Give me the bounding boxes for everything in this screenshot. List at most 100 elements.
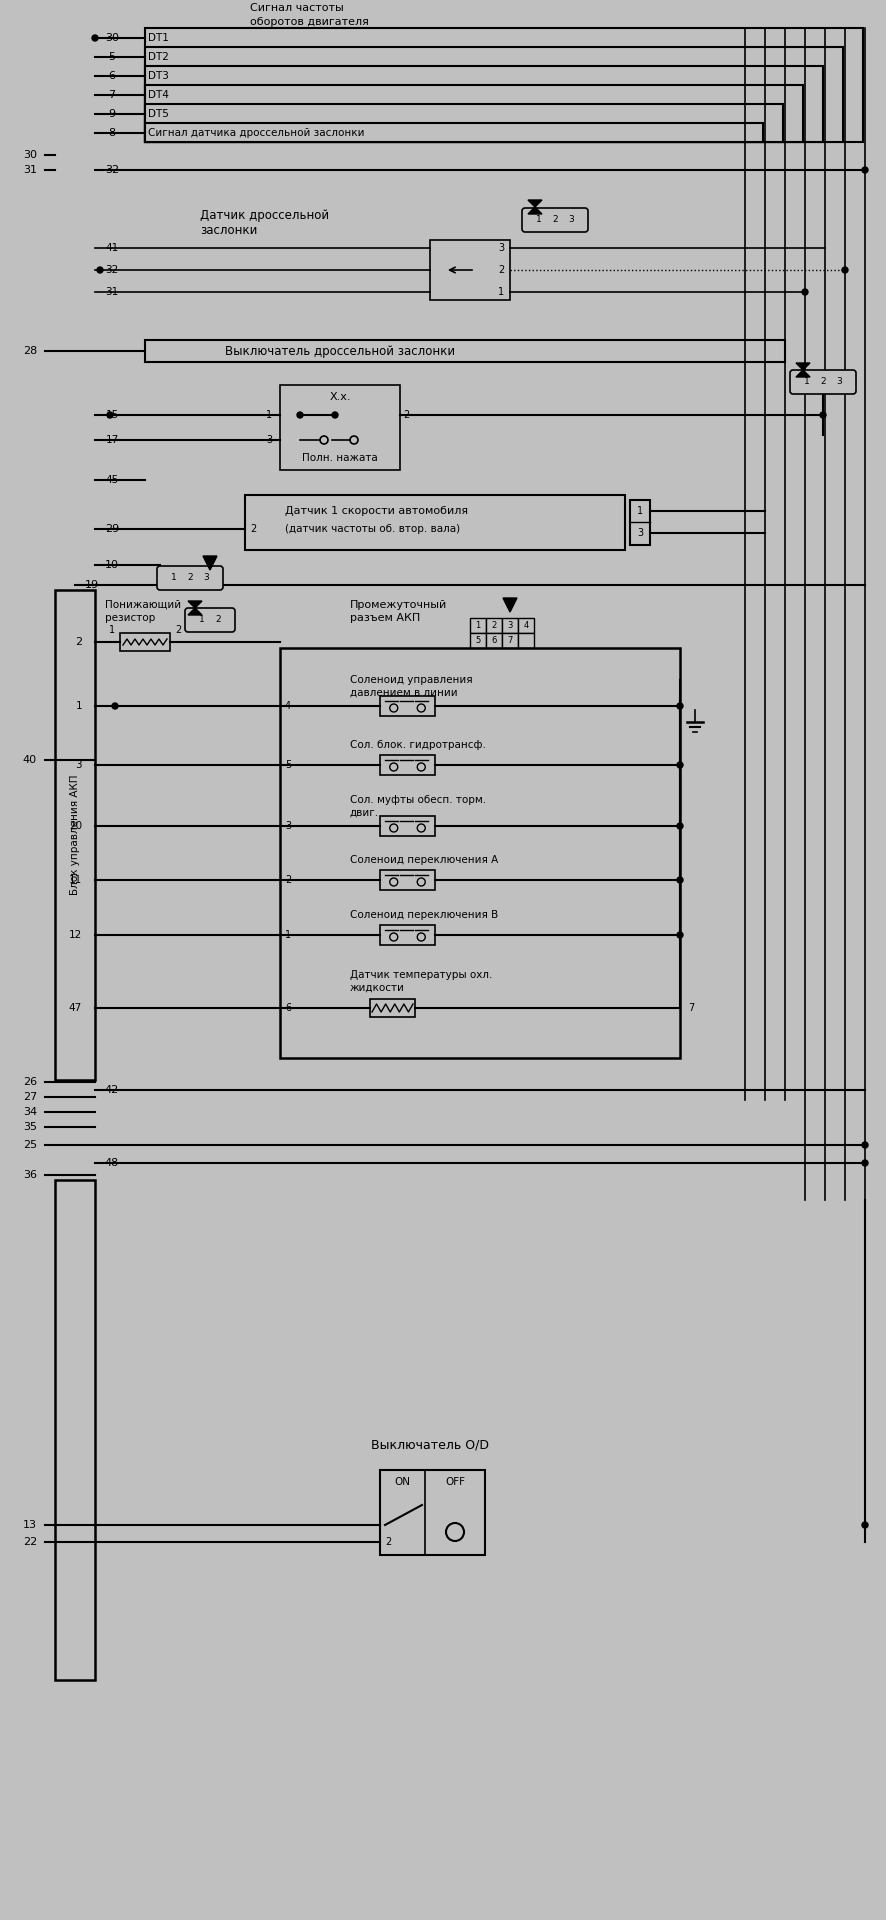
Bar	[369, 998, 415, 1018]
Text: 1: 1	[284, 929, 291, 941]
Circle shape	[676, 703, 682, 708]
Bar	[517, 634, 533, 649]
Text: Выключатель O/D: Выключатель O/D	[370, 1438, 488, 1452]
Circle shape	[801, 290, 807, 296]
Text: 1: 1	[497, 286, 503, 298]
Text: Датчик дроссельной: Датчик дроссельной	[199, 209, 329, 221]
Text: 48: 48	[105, 1158, 119, 1167]
Circle shape	[861, 1523, 867, 1528]
Text: Сигнал датчика дроссельной заслонки: Сигнал датчика дроссельной заслонки	[148, 129, 364, 138]
FancyBboxPatch shape	[522, 207, 587, 232]
Text: 6: 6	[108, 71, 115, 81]
Text: 3: 3	[507, 620, 512, 630]
Circle shape	[92, 35, 97, 40]
Bar	[379, 755, 434, 776]
Text: 42: 42	[105, 1085, 119, 1094]
Bar	[144, 104, 782, 142]
Text: 2: 2	[552, 215, 557, 225]
Text: Выключатель дроссельной заслонки: Выключатель дроссельной заслонки	[225, 344, 455, 357]
Bar	[144, 340, 784, 363]
Bar	[486, 618, 501, 634]
Text: DT5: DT5	[148, 109, 168, 119]
Bar	[245, 495, 625, 549]
Text: 5: 5	[284, 760, 291, 770]
Bar	[501, 618, 517, 634]
Text: 41: 41	[105, 244, 119, 253]
Polygon shape	[795, 363, 809, 376]
Text: 12: 12	[69, 929, 82, 941]
Text: двиг.: двиг.	[350, 808, 378, 818]
Text: 2: 2	[215, 616, 221, 624]
Text: 6: 6	[284, 1002, 291, 1014]
Text: Х.х.: Х.х.	[329, 392, 350, 401]
Text: 2: 2	[74, 637, 82, 647]
Circle shape	[861, 167, 867, 173]
Text: 31: 31	[105, 286, 119, 298]
Text: 8: 8	[108, 129, 115, 138]
Circle shape	[861, 1142, 867, 1148]
Text: давлением в линии: давлением в линии	[350, 687, 457, 699]
Text: DT4: DT4	[148, 90, 168, 100]
Text: 31: 31	[23, 165, 37, 175]
Text: 7: 7	[507, 636, 512, 645]
Text: 32: 32	[105, 165, 119, 175]
Circle shape	[107, 413, 113, 419]
Text: Понижающий: Понижающий	[105, 599, 181, 611]
Text: Сол. блок. гидротрансф.: Сол. блок. гидротрансф.	[350, 739, 486, 751]
Text: 9: 9	[108, 109, 115, 119]
Text: 4: 4	[523, 620, 528, 630]
Text: 2: 2	[187, 574, 192, 582]
Text: 2: 2	[402, 411, 408, 420]
Text: OFF: OFF	[445, 1476, 464, 1486]
Bar	[144, 29, 862, 142]
Bar	[470, 618, 486, 634]
Circle shape	[676, 762, 682, 768]
Text: (датчик частоты об. втор. вала): (датчик частоты об. втор. вала)	[284, 524, 460, 534]
Text: 47: 47	[69, 1002, 82, 1014]
Text: Датчик 1 скорости автомобиля: Датчик 1 скорости автомобиля	[284, 507, 468, 516]
Text: Блок управления АКП: Блок управления АКП	[70, 776, 80, 895]
Text: 32: 32	[105, 265, 119, 275]
Text: Соленоид управления: Соленоид управления	[350, 676, 472, 685]
Circle shape	[676, 877, 682, 883]
Text: 2: 2	[820, 378, 825, 386]
Bar	[379, 1471, 485, 1555]
Text: заслонки: заслонки	[199, 223, 257, 236]
Text: 2: 2	[250, 524, 256, 534]
Bar	[55, 1181, 95, 1680]
Text: 5: 5	[475, 636, 480, 645]
Bar	[55, 589, 95, 1079]
Text: жидкости: жидкости	[350, 983, 404, 993]
Circle shape	[841, 267, 847, 273]
Bar	[517, 618, 533, 634]
FancyBboxPatch shape	[185, 609, 235, 632]
Text: 2: 2	[491, 620, 496, 630]
Bar	[144, 65, 822, 142]
Text: 7: 7	[108, 90, 115, 100]
Text: 7: 7	[688, 1002, 694, 1014]
Text: 3: 3	[497, 244, 503, 253]
Text: 3: 3	[284, 822, 291, 831]
Text: Соленоид переключения А: Соленоид переключения А	[350, 854, 498, 866]
Text: 22: 22	[23, 1538, 37, 1548]
Text: 40: 40	[23, 755, 37, 764]
Text: 2: 2	[175, 626, 181, 636]
Text: резистор: резистор	[105, 612, 155, 622]
Text: 2: 2	[284, 876, 291, 885]
Text: 30: 30	[23, 150, 37, 159]
Text: 5: 5	[108, 52, 115, 61]
Text: 6: 6	[491, 636, 496, 645]
Text: DT1: DT1	[148, 33, 168, 42]
Text: Сол. муфты обесп. торм.: Сол. муфты обесп. торм.	[350, 795, 486, 804]
Text: 27: 27	[23, 1092, 37, 1102]
FancyBboxPatch shape	[157, 566, 222, 589]
Text: 1: 1	[198, 616, 205, 624]
Polygon shape	[188, 601, 202, 614]
Text: 3: 3	[835, 378, 841, 386]
Bar	[379, 925, 434, 945]
Text: ON: ON	[393, 1476, 409, 1486]
Text: DT3: DT3	[148, 71, 168, 81]
Text: 29: 29	[105, 524, 119, 534]
Circle shape	[297, 413, 303, 419]
Text: 1: 1	[804, 378, 809, 386]
